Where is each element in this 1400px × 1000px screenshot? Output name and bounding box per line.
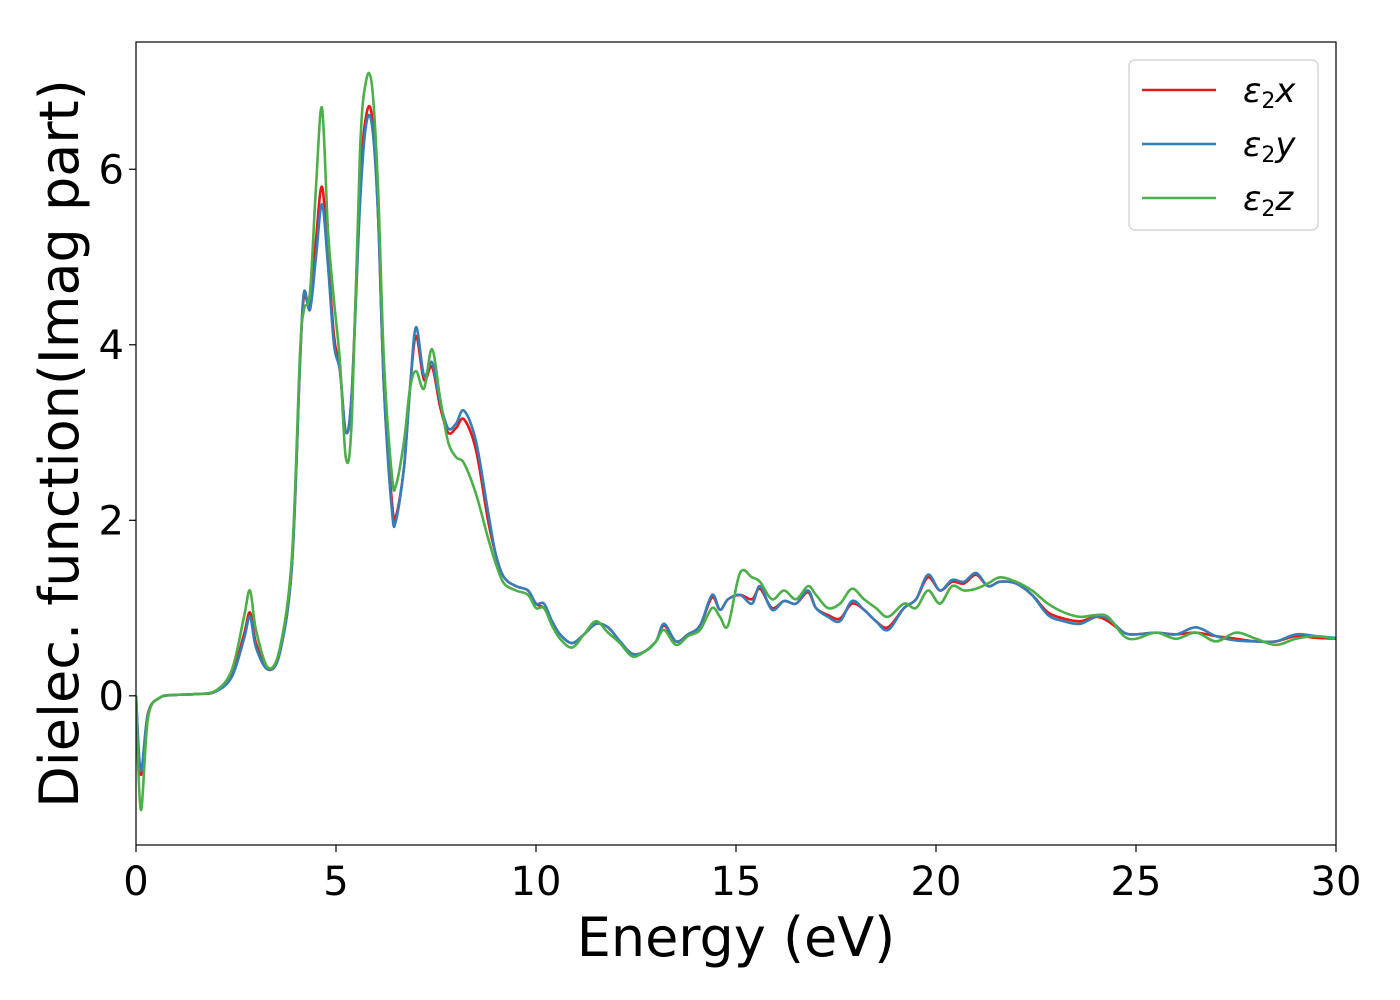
x-tick-label: 5 [323,859,348,905]
x-tick-label: 30 [1311,859,1362,905]
ticks-layer: 0 5 10 15 20 25 30 0 2 4 6 [99,147,1362,905]
x-tick-label: 10 [511,859,562,905]
legend-label-x: ε2x [1243,71,1296,114]
series-layer [136,71,1336,812]
y-tick-label: 0 [99,674,124,720]
legend-box [1128,59,1319,231]
x-tick-label: 15 [711,859,762,905]
y-tick-label: 6 [99,147,124,193]
y-tick-label: 4 [99,323,124,369]
y-axis-label: Dielec. function(Imag part) [28,79,91,808]
y-tick-label: 2 [99,498,124,544]
legend-label-z: ε2z [1243,179,1294,222]
legend-label-y: ε2y [1243,125,1296,168]
series-line-z [136,71,1336,812]
x-tick-label: 20 [911,859,962,905]
legend: ε2x ε2y ε2z [1128,59,1319,231]
x-tick-label: 25 [1111,859,1162,905]
x-axis-label: Energy (eV) [577,906,896,969]
x-tick-label: 0 [123,859,148,905]
